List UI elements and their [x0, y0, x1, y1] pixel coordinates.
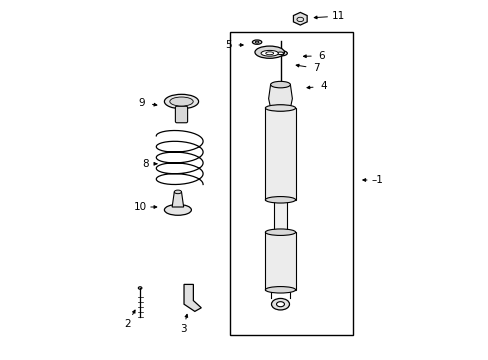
Ellipse shape — [252, 40, 261, 44]
Ellipse shape — [164, 94, 198, 109]
Ellipse shape — [265, 229, 295, 235]
Bar — [265, 232, 295, 290]
Bar — [230, 32, 352, 335]
Ellipse shape — [270, 81, 290, 88]
Ellipse shape — [261, 50, 278, 56]
Text: 11: 11 — [331, 11, 344, 21]
Ellipse shape — [277, 52, 283, 55]
Bar — [273, 200, 286, 232]
Text: 7: 7 — [312, 63, 319, 73]
Polygon shape — [293, 12, 306, 25]
FancyBboxPatch shape — [175, 106, 187, 123]
Ellipse shape — [273, 51, 287, 56]
Text: 9: 9 — [138, 98, 145, 108]
Text: 3: 3 — [180, 324, 186, 334]
Polygon shape — [183, 284, 201, 311]
Text: 5: 5 — [224, 40, 231, 50]
Text: 8: 8 — [142, 159, 148, 169]
Ellipse shape — [255, 41, 258, 43]
Ellipse shape — [265, 105, 295, 111]
Text: 10: 10 — [133, 202, 146, 212]
Ellipse shape — [276, 302, 284, 307]
Text: 2: 2 — [124, 319, 131, 329]
Ellipse shape — [169, 97, 193, 106]
Text: –1: –1 — [371, 175, 383, 185]
Ellipse shape — [265, 52, 273, 55]
Text: 6: 6 — [318, 51, 325, 61]
Ellipse shape — [254, 46, 284, 58]
Ellipse shape — [164, 204, 191, 215]
Polygon shape — [172, 192, 183, 207]
Text: 4: 4 — [320, 81, 326, 91]
Bar — [265, 108, 295, 200]
Ellipse shape — [265, 197, 295, 203]
Ellipse shape — [138, 287, 142, 289]
Ellipse shape — [271, 298, 289, 310]
Ellipse shape — [174, 190, 181, 194]
Ellipse shape — [265, 287, 295, 293]
Polygon shape — [268, 85, 292, 108]
Ellipse shape — [270, 105, 290, 111]
